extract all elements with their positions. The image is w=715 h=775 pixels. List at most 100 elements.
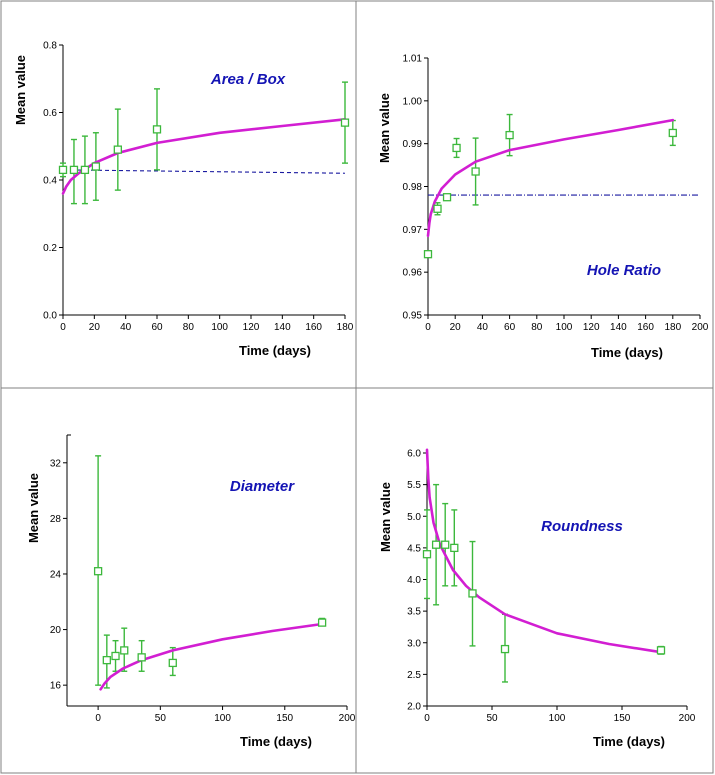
chart-hole-ratio-x-axis-label: Time (days)	[591, 345, 663, 360]
chart-diameter-y-tick-label: 28	[50, 514, 62, 525]
chart-hole-ratio-data-point	[442, 193, 452, 202]
chart-roundness-data-point	[500, 644, 510, 654]
chart-diameter-x-tick-label: 50	[155, 713, 167, 724]
chart-diameter-data-point	[168, 658, 177, 668]
chart-area-box-reference-line	[62, 169, 346, 174]
chart-roundness-x-tick-label: 100	[549, 713, 566, 724]
chart-roundness-data-point	[422, 550, 432, 559]
chart-diameter-x-tick-label: 100	[214, 713, 231, 724]
chart-hole-ratio-x-tick-label: 40	[477, 322, 489, 333]
chart-diameter-x-tick-label: 150	[276, 713, 293, 724]
panel-hole-ratio: 0.95 0.96 0.97 0.98 0.99 1.00 1.01 0 20 40 60 80 100…	[377, 54, 709, 361]
chart-area-box-x-tick-label: 20	[89, 322, 101, 333]
chart-roundness-x-tick-label: 50	[486, 713, 498, 724]
chart-area-box-data-point	[91, 162, 101, 171]
chart-area-box-data-point	[69, 165, 79, 175]
chart-area-box-y-tick-label: 0.8	[43, 41, 57, 52]
chart-hole-ratio-x-tick-label: 180	[664, 322, 681, 333]
chart-hole-ratio-data-point	[668, 128, 677, 138]
chart-area-box-data-point	[80, 165, 90, 175]
chart-roundness-y-tick-label: 5.5	[407, 480, 421, 491]
chart-area-box-x-axis-label: Time (days)	[239, 343, 311, 358]
chart-roundness-fit-curve	[425, 448, 663, 654]
chart-area-box-title: Area / Box	[210, 71, 286, 88]
chart-roundness-x-axis-label: Time (days)	[593, 734, 665, 749]
chart-roundness-x-tick-label: 0	[424, 713, 430, 724]
chart-roundness-data-point	[441, 540, 450, 549]
chart-hole-ratio-data-point	[505, 130, 514, 140]
chart-diameter-x-tick-label: 200	[339, 713, 356, 724]
chart-area-box-x-tick-label: 140	[274, 322, 291, 333]
chart-hole-ratio-title: Hole Ratio	[587, 262, 661, 279]
chart-roundness-y-tick-label: 3.0	[407, 638, 421, 649]
chart-roundness-y-tick-label: 3.5	[407, 607, 421, 618]
chart-hole-ratio-y-axis-label: Mean value	[377, 93, 392, 163]
chart-area-box-x-tick-label: 60	[151, 322, 163, 333]
chart-roundness-y-tick-label: 4.0	[407, 575, 421, 586]
chart-roundness-data-point	[468, 589, 477, 598]
chart-area-box-fit-curve	[61, 118, 347, 195]
chart-roundness-y-axis-label: Mean value	[378, 482, 393, 552]
chart-hole-ratio-y-tick-label: 1.01	[403, 54, 423, 65]
chart-area-box-y-tick-label: 0.2	[43, 243, 57, 254]
chart-hole-ratio-x-tick-label: 100	[556, 322, 573, 333]
chart-hole-ratio-y-tick-label: 0.99	[403, 139, 423, 150]
chart-hole-ratio-x-tick-label: 140	[610, 322, 627, 333]
chart-diameter-data-point	[120, 646, 129, 655]
chart-hole-ratio-y-tick-label: 0.95	[403, 311, 423, 322]
panel-border-bottom-left	[0, 387, 357, 774]
chart-diameter-data-point	[102, 655, 111, 665]
chart-area-box-data-point	[113, 145, 122, 154]
panel-border-top-left	[0, 0, 357, 389]
chart-diameter-fit-curve	[99, 622, 324, 691]
chart-diameter-y-axis-label: Mean value	[26, 473, 41, 543]
chart-diameter-data-point	[317, 618, 327, 627]
chart-roundness-y-tick-label: 4.5	[407, 543, 421, 554]
chart-roundness-y-tick-label: 6.0	[407, 449, 421, 460]
chart-hole-ratio-x-tick-label: 0	[425, 322, 431, 333]
chart-hole-ratio-x-tick-label: 60	[504, 322, 516, 333]
chart-hole-ratio-y-tick-label: 1.00	[403, 96, 423, 107]
panel-diameter: 16 20 24 28 32 0 50 100 150 200 Time (days) Mean va…	[26, 434, 356, 749]
chart-area-box-x-tick-label: 0	[60, 322, 66, 333]
chart-hole-ratio-y-tick-label: 0.98	[403, 182, 423, 193]
chart-diameter-x-axis-label: Time (days)	[240, 734, 312, 749]
chart-hole-ratio-x-tick-label: 80	[531, 322, 543, 333]
chart-roundness-data-point	[656, 646, 666, 655]
chart-roundness-title: Roundness	[541, 518, 623, 535]
chart-hole-ratio-data-point	[471, 167, 480, 176]
chart-area-box-x-tick-label: 100	[211, 322, 228, 333]
chart-diameter-data-point	[137, 653, 146, 662]
chart-diameter-data-point	[111, 651, 120, 661]
chart-diameter-x-tick-label: 0	[95, 713, 101, 724]
panel-area-box: 0.0 0.2 0.4 0.6 0.8 0 20 40 60 80 100 120 140 160 180 T…	[13, 41, 354, 359]
panel-border-bottom-right	[355, 387, 714, 774]
chart-area-box-x-tick-label: 180	[337, 322, 354, 333]
chart-diameter-data-point	[93, 567, 103, 576]
chart-area-box-data-point	[152, 125, 162, 134]
chart-area-box-x-tick-label: 120	[243, 322, 260, 333]
chart-hole-ratio-x-tick-label: 20	[450, 322, 462, 333]
chart-diameter-title: Diameter	[230, 478, 295, 495]
chart-roundness-y-tick-label: 5.0	[407, 512, 421, 523]
chart-hole-ratio-x-tick-label: 120	[583, 322, 600, 333]
chart-hole-ratio-y-tick-label: 0.96	[403, 268, 423, 279]
chart-roundness-y-tick-label: 2.0	[407, 702, 421, 713]
chart-hole-ratio-y-tick-label: 0.97	[403, 225, 423, 236]
chart-area-box-x-tick-label: 40	[120, 322, 132, 333]
chart-area-box-y-tick-label: 0.6	[43, 108, 57, 119]
chart-hole-ratio-x-tick-label: 160	[637, 322, 654, 333]
chart-area-box-y-tick-label: 0.0	[43, 311, 57, 322]
chart-area-box-data-point	[58, 165, 68, 175]
chart-roundness-x-tick-label: 150	[614, 713, 631, 724]
chart-area-box-data-point	[340, 118, 350, 127]
chart-area-box-x-tick-label: 160	[305, 322, 322, 333]
chart-diameter-y-tick-label: 32	[50, 458, 62, 469]
chart-hole-ratio-data-point	[433, 204, 442, 213]
chart-hole-ratio-x-tick-label: 200	[692, 322, 709, 333]
chart-area-box-y-tick-label: 0.4	[43, 176, 57, 187]
chart-roundness-data-point	[450, 543, 459, 553]
chart-area-box-x-tick-label: 80	[183, 322, 195, 333]
chart-hole-ratio-data-point	[452, 143, 461, 153]
